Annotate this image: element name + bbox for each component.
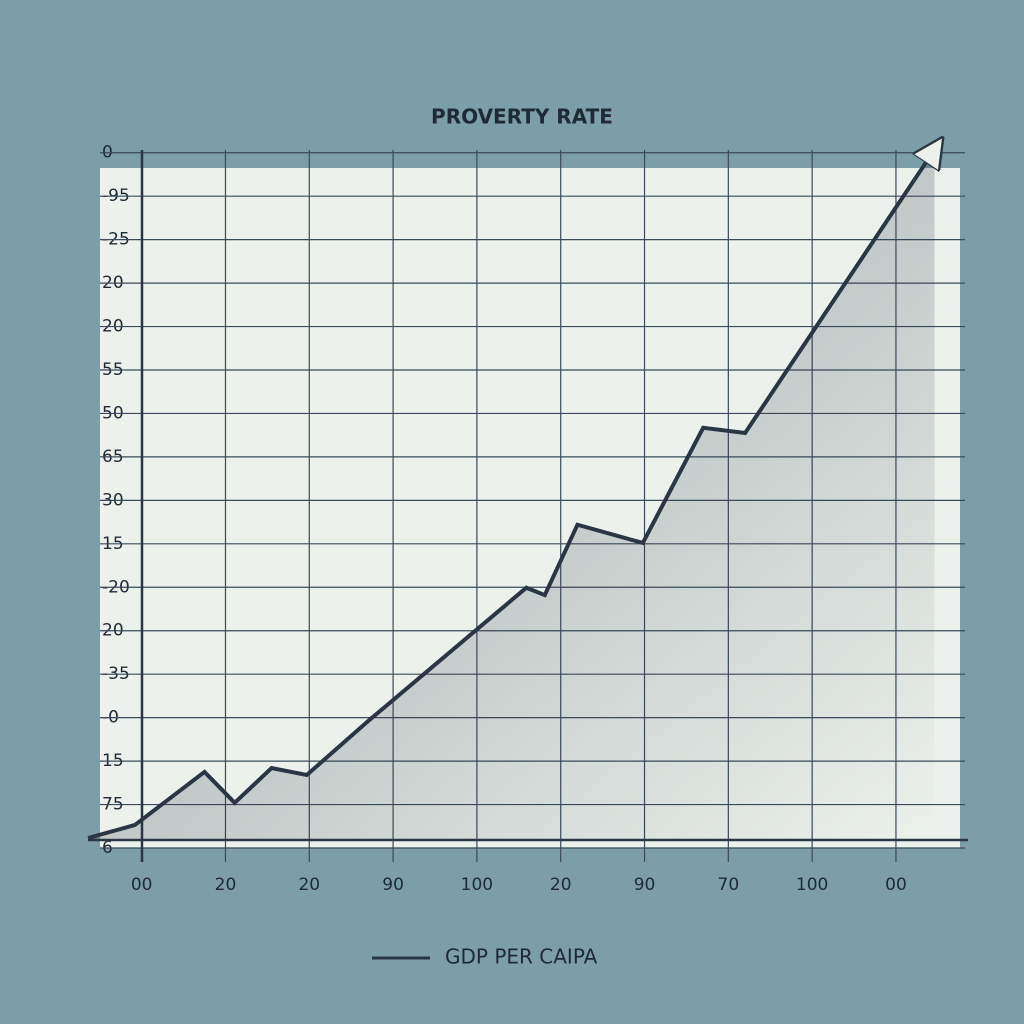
x-tick-label: 100 [461, 875, 493, 895]
line-area [88, 149, 935, 841]
chart-title: PROVERTY RATE [431, 105, 613, 129]
x-tick-label: 20 [298, 875, 320, 895]
x-tick-label: 00 [131, 875, 153, 895]
x-tick-label: 00 [885, 875, 907, 895]
x-tick-label: 70 [718, 875, 740, 895]
line [87, 150, 934, 840]
x-tick-label: 90 [382, 875, 404, 895]
x-tick-label: 20 [215, 875, 237, 895]
legend-label: GDP PER CAIPA [445, 945, 598, 969]
x-tick-label: 90 [634, 875, 656, 895]
x-tick-label: 20 [550, 875, 572, 895]
x-tick-label: 100 [796, 875, 828, 895]
